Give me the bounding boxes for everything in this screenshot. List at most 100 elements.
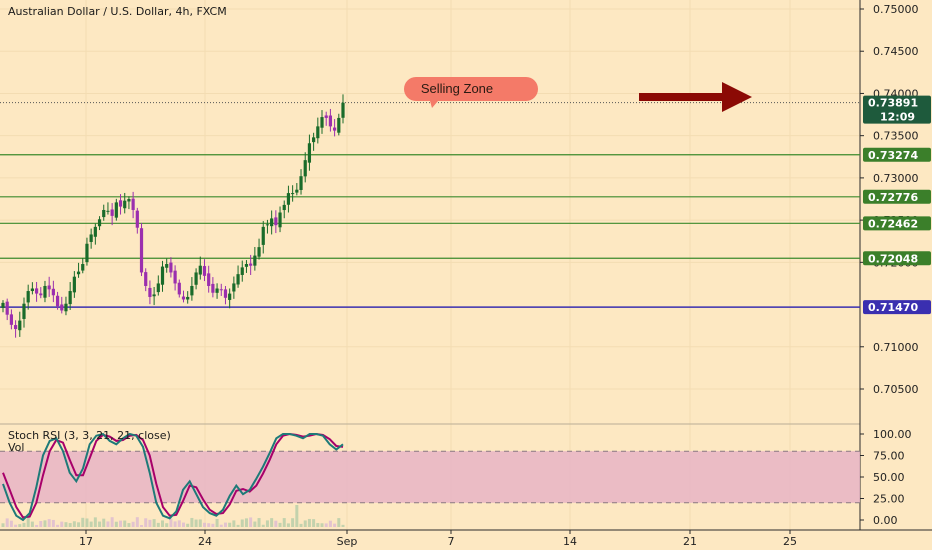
candle-body xyxy=(85,243,89,263)
volume-bar xyxy=(140,524,144,527)
time-tick-label: 25 xyxy=(783,535,797,548)
candle-body xyxy=(274,217,278,226)
candle-body xyxy=(68,291,72,305)
candle-body xyxy=(278,212,282,228)
candle-body xyxy=(18,320,22,331)
volume-bar xyxy=(307,518,311,527)
price-tick-label: 0.73000 xyxy=(873,172,919,185)
candle-body xyxy=(341,102,345,118)
candle-body xyxy=(316,126,320,139)
volume-bar xyxy=(261,524,265,527)
time-tick-label: 14 xyxy=(563,535,577,548)
volume-bar xyxy=(265,520,269,527)
candle-body xyxy=(43,285,47,298)
time-axis[interactable]: 17 24 Sep 7 14 21 25 xyxy=(79,530,797,548)
selling-zone-callout[interactable]: Selling Zone xyxy=(404,77,538,108)
volume-bar xyxy=(93,517,97,527)
level-tag-box xyxy=(863,216,931,231)
candles xyxy=(1,94,345,338)
candle-body xyxy=(303,160,307,177)
volume-bar xyxy=(131,521,135,527)
price-tick-label: 0.70500 xyxy=(873,383,919,396)
candle-body xyxy=(295,189,299,193)
volume-bar xyxy=(257,518,261,527)
candle-body xyxy=(219,289,223,291)
volume-bar xyxy=(135,517,139,527)
volume-bar xyxy=(244,518,248,527)
candle-body xyxy=(282,204,286,211)
time-tick-label: Sep xyxy=(337,535,358,548)
price-tick-label: 0.74500 xyxy=(873,45,919,58)
last-price-tag: 0.73891 12:09 xyxy=(863,95,931,124)
candle-body xyxy=(97,219,102,227)
candle-body xyxy=(324,115,328,118)
volume-bar xyxy=(219,524,223,527)
candle-body xyxy=(139,228,144,273)
candle-body xyxy=(81,264,85,271)
last-price-box xyxy=(863,95,931,124)
stoch-k-line xyxy=(2,432,344,522)
candle-body xyxy=(156,283,160,293)
volume-bar xyxy=(181,522,185,527)
volume-bar xyxy=(72,521,76,527)
candle-body xyxy=(291,193,295,195)
selling-zone-label: Selling Zone xyxy=(421,81,493,96)
candle-body xyxy=(34,288,39,294)
price-tick-label: 0.71000 xyxy=(873,341,919,354)
candle-body xyxy=(337,117,341,133)
candle-body xyxy=(165,264,169,268)
candle-body xyxy=(215,288,219,293)
candle-body xyxy=(76,271,81,275)
candle-body xyxy=(299,176,303,190)
volume-bar xyxy=(165,523,169,527)
volume-bar xyxy=(324,523,328,527)
stoch-rsi-label: Stoch RSI (3, 3, 21, 21, close) xyxy=(8,429,171,442)
candle-body xyxy=(110,209,114,216)
volume-bar xyxy=(215,518,219,527)
candle-body xyxy=(249,263,253,266)
volume-bar xyxy=(177,520,181,527)
volume-bar xyxy=(249,517,253,527)
level-tags: 0.73274 0.72776 0.72462 0.72048 0.71470 xyxy=(863,147,931,315)
volume-bar xyxy=(110,517,114,527)
level-tag-label: 0.72462 xyxy=(868,217,918,230)
candle-body xyxy=(22,303,26,319)
volume-bar xyxy=(228,522,232,527)
volume-bar xyxy=(286,523,290,527)
candle-body xyxy=(26,291,30,303)
candle-body xyxy=(253,255,257,266)
candle-body xyxy=(270,218,274,227)
sell-arrow-shaft xyxy=(639,93,725,101)
sell-arrow[interactable] xyxy=(639,82,752,112)
time-tick-label: 24 xyxy=(198,535,212,548)
time-tick-label: 17 xyxy=(79,535,93,548)
candle-body xyxy=(169,262,173,273)
volume-bar xyxy=(22,522,26,527)
volume-bar xyxy=(156,522,160,527)
volume-bar xyxy=(190,517,194,527)
volume-bar xyxy=(89,521,93,527)
stoch-band-fill xyxy=(0,451,860,503)
candle-body xyxy=(190,285,194,296)
candle-body xyxy=(131,198,135,210)
time-tick-label: 21 xyxy=(683,535,697,548)
volume-bar xyxy=(14,524,18,527)
volume-bar xyxy=(223,522,227,527)
volume-bar xyxy=(282,518,286,527)
candle-body xyxy=(261,226,265,245)
sell-arrow-head-icon xyxy=(722,82,752,112)
volume-bar xyxy=(236,524,240,527)
candle-body xyxy=(177,282,181,295)
candle-body xyxy=(118,200,123,207)
price-tick-label: 0.75000 xyxy=(873,3,919,16)
candle-body xyxy=(123,200,127,209)
volume-bar xyxy=(333,523,337,527)
volume-bar xyxy=(161,520,165,527)
stoch-axis[interactable]: 100.00 75.00 50.00 25.00 0.00 xyxy=(860,428,912,527)
volume-bar xyxy=(51,519,55,527)
candle-body xyxy=(89,234,93,242)
volume-bar xyxy=(68,523,72,527)
volume-bars xyxy=(1,505,345,527)
volume-bar xyxy=(30,521,34,527)
